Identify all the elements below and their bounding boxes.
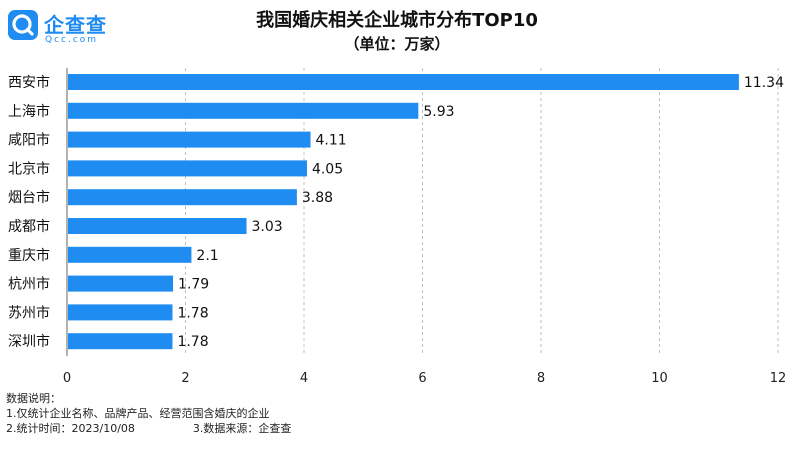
chart-title: 我国婚庆相关企业城市分布TOP10 bbox=[256, 10, 538, 31]
bar bbox=[68, 218, 247, 234]
value-label: 4.05 bbox=[312, 161, 343, 177]
data-notes: 数据说明： 1.仅统计企业名称、品牌产品、经营范围含婚庆的企业 2.统计时间：2… bbox=[6, 391, 291, 436]
bar bbox=[68, 102, 419, 119]
qcc-logo: 企查查 Qcc.com bbox=[8, 8, 126, 48]
bar bbox=[68, 160, 307, 177]
x-tick-label: 4 bbox=[300, 371, 308, 386]
notes-line-2: 2.统计时间：2023/10/08 3.数据来源：企查查 bbox=[6, 421, 291, 436]
bar bbox=[68, 131, 311, 148]
notes-heading: 数据说明： bbox=[6, 392, 61, 405]
value-label: 3.03 bbox=[252, 219, 283, 235]
value-label: 1.78 bbox=[177, 334, 208, 350]
notes-line-1: 1.仅统计企业名称、品牌产品、经营范围含婚庆的企业 bbox=[6, 407, 270, 420]
logo-name: 企查查 bbox=[44, 13, 107, 37]
category-label: 杭州市 bbox=[8, 276, 50, 293]
category-label: 深圳市 bbox=[8, 333, 50, 350]
value-label: 2.1 bbox=[196, 248, 218, 264]
logo-domain: Qcc.com bbox=[45, 35, 99, 45]
x-tick-label: 8 bbox=[537, 371, 545, 386]
value-label: 5.93 bbox=[423, 104, 454, 120]
notes-date: 2.统计时间：2023/10/08 bbox=[6, 422, 135, 435]
category-label: 上海市 bbox=[8, 103, 50, 120]
x-tick-label: 6 bbox=[418, 371, 426, 386]
category-label: 北京市 bbox=[8, 160, 50, 177]
x-tick-label: 0 bbox=[63, 371, 71, 386]
category-label: 成都市 bbox=[8, 218, 50, 235]
category-label: 苏州市 bbox=[8, 304, 50, 321]
bar bbox=[68, 246, 192, 263]
chart-subtitle: （单位：万家） bbox=[344, 35, 450, 53]
value-label: 4.11 bbox=[316, 133, 347, 149]
notes-source: 3.数据来源：企查查 bbox=[192, 422, 292, 435]
category-label: 重庆市 bbox=[8, 247, 50, 264]
bar bbox=[68, 189, 297, 206]
x-tick-label: 2 bbox=[181, 371, 189, 386]
category-label: 烟台市 bbox=[8, 189, 50, 206]
category-label: 咸阳市 bbox=[8, 132, 50, 149]
value-label: 11.34 bbox=[744, 75, 784, 91]
bar bbox=[68, 275, 174, 292]
value-label: 3.88 bbox=[302, 190, 333, 206]
bar bbox=[68, 74, 739, 90]
value-label: 1.78 bbox=[177, 305, 208, 321]
category-label: 西安市 bbox=[8, 74, 50, 91]
x-tick-label: 10 bbox=[651, 371, 668, 386]
bar bbox=[68, 304, 173, 321]
qcc-logo-icon bbox=[8, 10, 38, 40]
x-tick-label: 12 bbox=[770, 371, 787, 386]
value-label: 1.79 bbox=[178, 277, 209, 293]
bar bbox=[68, 333, 173, 350]
